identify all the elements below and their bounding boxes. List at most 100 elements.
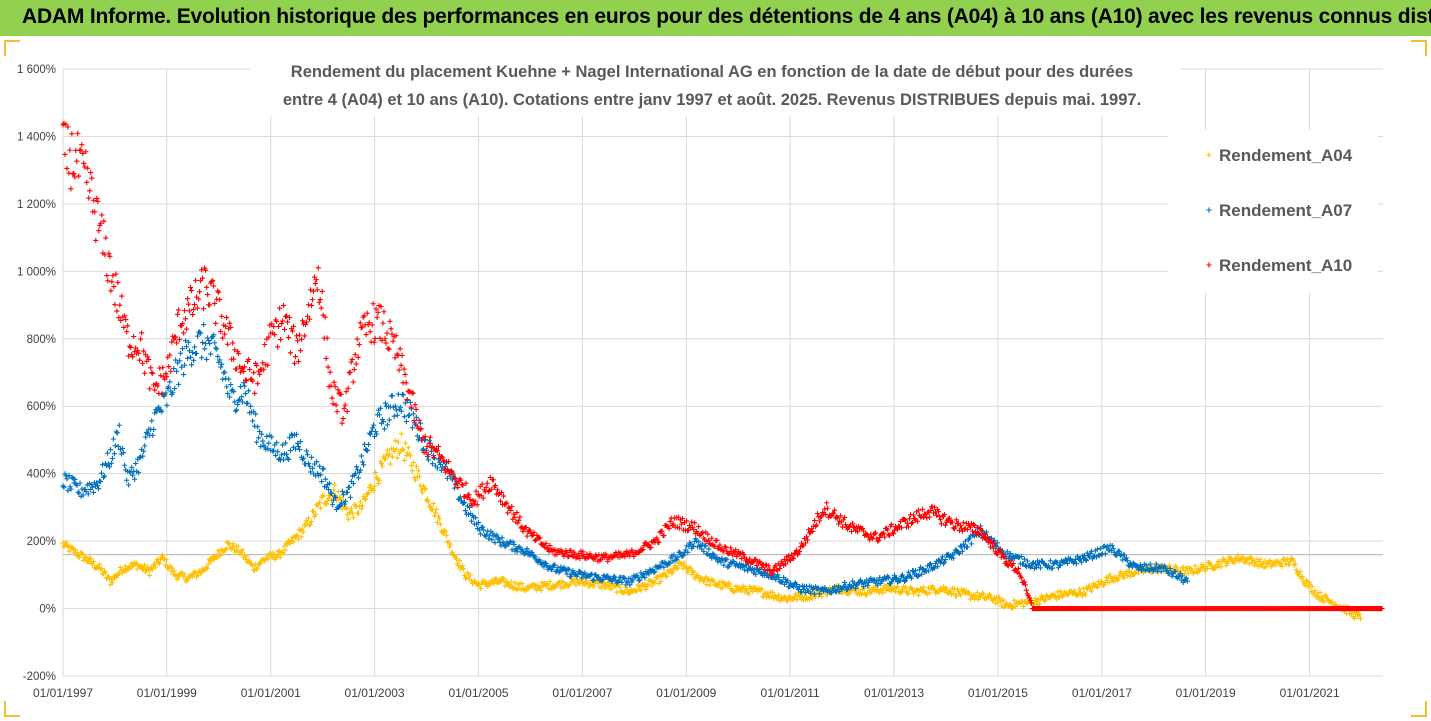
- data-point: [685, 569, 691, 575]
- data-point: [144, 564, 151, 570]
- data-point: [791, 596, 797, 602]
- data-point: [506, 504, 512, 510]
- data-point: [230, 541, 236, 547]
- data-point: [441, 466, 448, 472]
- x-tick-label: 01/01/2019: [1176, 686, 1236, 700]
- data-point: [119, 293, 125, 299]
- data-point: [211, 283, 217, 289]
- data-point: [67, 484, 73, 490]
- data-point: [1227, 556, 1233, 562]
- data-point: [205, 291, 211, 298]
- data-point: [85, 165, 91, 171]
- chart-title-line-1: Rendement du placement Kuehne + Nagel In…: [291, 63, 1133, 81]
- data-point: [135, 348, 141, 354]
- data-point: [300, 529, 306, 535]
- data-point: [1054, 589, 1060, 595]
- data-point: [464, 495, 470, 501]
- x-tick-label: 01/01/1999: [137, 686, 197, 700]
- data-point: [1322, 592, 1328, 598]
- data-point: [1162, 564, 1168, 570]
- data-point: [132, 476, 138, 482]
- data-point: [326, 480, 333, 486]
- data-point: [1290, 557, 1296, 563]
- data-point: [275, 548, 281, 554]
- data-point: [481, 527, 487, 533]
- data-point: [324, 335, 330, 341]
- data-point: [484, 480, 490, 486]
- data-point: [242, 383, 248, 389]
- data-point: [323, 476, 329, 482]
- data-point: [1267, 558, 1273, 564]
- data-point: [74, 158, 80, 164]
- data-point: [1035, 562, 1042, 568]
- data-point: [385, 345, 391, 351]
- data-point: [434, 519, 441, 526]
- data-point: [770, 575, 776, 581]
- data-point: [890, 531, 897, 537]
- data-point: [109, 455, 116, 461]
- data-point: [342, 402, 348, 408]
- data-point: [509, 547, 515, 553]
- data-point: [309, 454, 315, 460]
- data-point: [919, 566, 926, 572]
- data-point: [231, 389, 237, 395]
- data-point: [670, 521, 676, 527]
- data-point: [962, 538, 969, 544]
- data-point: [371, 483, 378, 490]
- data-point: [914, 518, 921, 524]
- data-point: [224, 384, 230, 390]
- data-point: [938, 521, 945, 527]
- data-point: [393, 333, 399, 339]
- data-point: [397, 346, 403, 352]
- data-point: [810, 528, 816, 535]
- data-point: [1129, 564, 1135, 570]
- data-point: [190, 357, 197, 363]
- data-point: [416, 417, 422, 423]
- data-point: [177, 336, 183, 343]
- y-tick-label: 200%: [27, 536, 56, 548]
- data-point: [295, 443, 302, 450]
- data-point: [257, 371, 263, 377]
- data-point: [211, 332, 217, 338]
- data-point: [855, 529, 861, 535]
- data-point: [742, 567, 748, 573]
- data-point: [150, 432, 156, 438]
- data-point: [93, 237, 99, 244]
- data-point: [667, 561, 673, 567]
- data-point: [1180, 564, 1186, 570]
- data-point: [842, 522, 849, 528]
- data-point: [1292, 561, 1298, 567]
- data-point: [339, 420, 345, 426]
- data-point: [929, 583, 936, 589]
- data-point: [318, 305, 324, 311]
- data-point: [336, 503, 343, 510]
- data-point: [591, 583, 597, 589]
- data-point: [413, 464, 420, 470]
- data-point: [437, 521, 444, 527]
- data-point: [934, 506, 941, 513]
- data-point: [141, 562, 148, 568]
- data-point: [919, 506, 926, 512]
- data-point: [287, 350, 294, 356]
- data-point: [572, 551, 578, 557]
- data-point: [441, 527, 448, 534]
- data-point: [136, 470, 142, 476]
- data-point: [416, 474, 423, 480]
- data-point: [269, 434, 275, 440]
- data-point: [149, 418, 155, 424]
- data-point: [169, 565, 175, 571]
- data-point: [347, 494, 354, 500]
- data-point: [278, 336, 284, 343]
- data-point: [392, 355, 398, 361]
- data-point: [928, 561, 934, 567]
- data-point: [185, 339, 192, 345]
- data-point: [1032, 595, 1039, 602]
- data-point: [685, 549, 691, 555]
- data-point: [285, 334, 292, 341]
- data-point: [956, 550, 963, 557]
- data-point: [545, 545, 551, 551]
- data-point: [1158, 568, 1164, 575]
- data-point: [393, 446, 399, 452]
- data-point: [529, 533, 535, 539]
- data-point: [89, 484, 96, 490]
